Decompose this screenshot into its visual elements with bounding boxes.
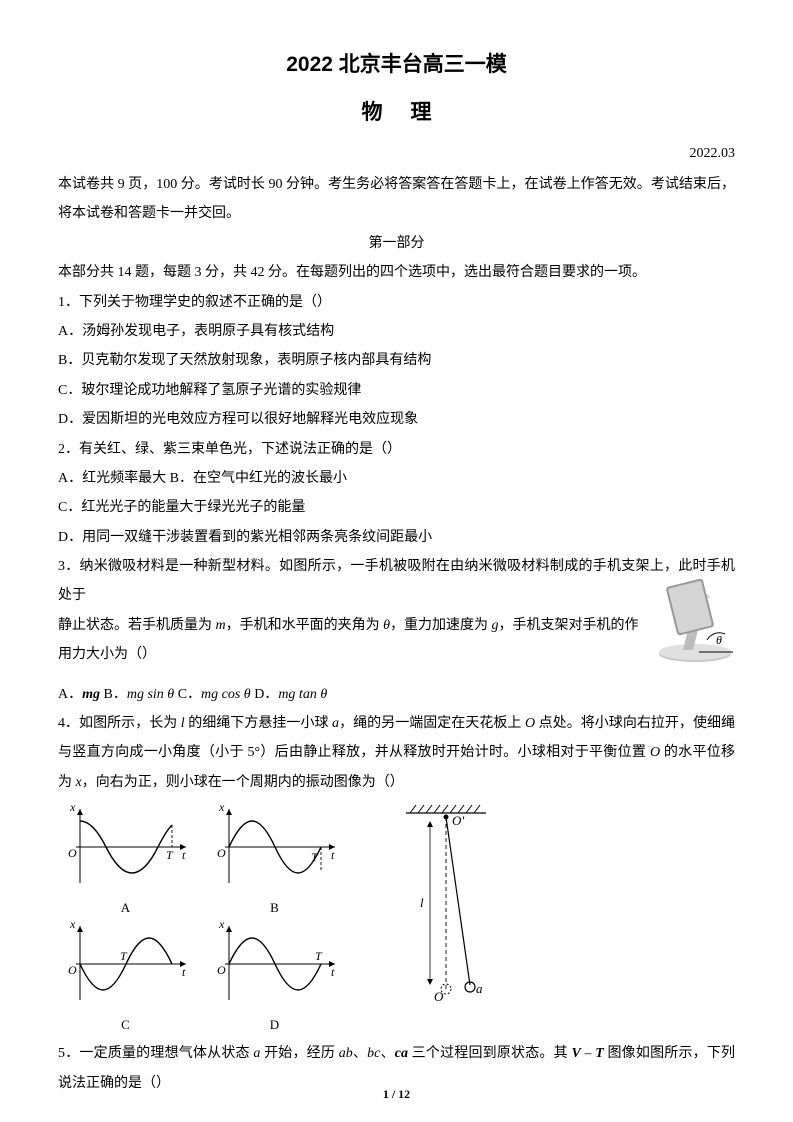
q3-text: ，手机支架对手机的作 — [499, 618, 639, 633]
q3-optB-label: B． — [100, 687, 127, 702]
q2-optC: C．红光光子的能量大于绿光光子的能量 — [58, 493, 735, 522]
q2-stem: 2．有关红、绿、紫三束单色光，下述说法正确的是（） — [58, 435, 735, 464]
q4-var-a: a — [332, 716, 339, 731]
pendulum-figure: O' O a l — [386, 803, 506, 1033]
q3-var-m: m — [216, 618, 226, 633]
svg-text:x: x — [69, 920, 76, 931]
graph-C: x O t T — [58, 920, 193, 1013]
graph-D: x O t T — [207, 920, 342, 1013]
graph-A-label: A — [58, 900, 193, 916]
q3-stem-line2: 静止状态。若手机质量为 m，手机和水平面的夹角为 θ，重力加速度为 g，手机支架… — [58, 611, 735, 640]
q3-options: A．mg B．mg sin θ C．mg cos θ D．mg tan θ — [58, 680, 735, 709]
svg-text:x: x — [218, 803, 225, 814]
exam-date: 2022.03 — [58, 146, 735, 162]
svg-text:a: a — [476, 981, 483, 996]
q3-var-g: g — [492, 618, 499, 633]
q4-stem: 4．如图所示，长为 l 的细绳下方悬挂一小球 a，绳的另一端固定在天花板上 O … — [58, 709, 735, 797]
q3-optA-label: A． — [58, 687, 82, 702]
page-number: 1 / 12 — [0, 1087, 793, 1102]
q3-stem-line1: 3．纳米微吸材料是一种新型材料。如图所示，一手机被吸附在由纳米微吸材料制成的手机… — [58, 552, 735, 611]
q3-optA-val: mg — [82, 687, 100, 702]
svg-text:x: x — [218, 920, 225, 931]
svg-text:T: T — [166, 848, 174, 862]
svg-text:t: t — [182, 965, 186, 979]
q4-var-O2: O — [650, 745, 660, 760]
q4-text: 的细绳下方悬挂一小球 — [185, 716, 332, 731]
q4-text: ，绳的另一端固定在天花板上 — [339, 716, 525, 731]
q3-stem-line3: 用力大小为（） — [58, 640, 735, 669]
q5-text: 、 — [353, 1046, 367, 1061]
svg-text:l: l — [420, 895, 424, 910]
q1-optA: A．汤姆孙发现电子，表明原子具有核式结构 — [58, 317, 735, 346]
q1-optD: D．爱因斯坦的光电效应方程可以很好地解释光电效应现象 — [58, 405, 735, 434]
graph-C-label: C — [58, 1017, 193, 1033]
q2-optA: A．红光频率最大 B．在空气中红光的波长最小 — [58, 464, 735, 493]
svg-text:O': O' — [452, 813, 464, 828]
section-header: 第一部分 — [58, 229, 735, 258]
svg-text:O: O — [434, 989, 444, 1003]
svg-text:O: O — [217, 963, 226, 977]
q3-optD-val: mg tan θ — [278, 687, 327, 702]
svg-text:O: O — [68, 963, 77, 977]
svg-text:x: x — [69, 803, 76, 814]
q3-optB-val: mg sin θ — [127, 687, 174, 702]
svg-text:t: t — [331, 848, 335, 862]
q5-var-V: V — [572, 1046, 581, 1061]
q2-optD: D．用同一双缝干涉装置看到的紫光相邻两条亮条纹间距最小 — [58, 523, 735, 552]
title-main: 2022 北京丰台高三一模 — [58, 48, 735, 78]
q3-text: ，手机和水平面的夹角为 — [226, 618, 384, 633]
q3-text: 静止状态。若手机质量为 — [58, 618, 216, 633]
graph-B: x O t T — [207, 803, 342, 896]
q5-text: 5．一定质量的理想气体从状态 — [58, 1046, 253, 1061]
title-subject: 物理 — [58, 96, 735, 126]
q1-optB: B．贝克勒尔发现了天然放射现象，表明原子核内部具有结构 — [58, 346, 735, 375]
q5-text: 开始，经历 — [260, 1046, 338, 1061]
q4-var-O: O — [525, 716, 535, 731]
q5-var-ca: ca — [395, 1046, 408, 1061]
graph-B-label: B — [207, 900, 342, 916]
q5-var-ab: ab — [339, 1046, 353, 1061]
graph-A: x O t T — [58, 803, 193, 896]
q5-var-bc: bc — [367, 1046, 380, 1061]
graph-D-label: D — [207, 1017, 342, 1033]
svg-text:θ: θ — [716, 633, 722, 647]
q5-text: 三个过程回到原状态。其 — [408, 1046, 572, 1061]
q1-stem: 1．下列关于物理学史的叙述不正确的是（） — [58, 288, 735, 317]
q5-var-T: T — [595, 1046, 604, 1061]
q1-optC: C．玻尔理论成功地解释了氢原子光谱的实验规律 — [58, 376, 735, 405]
q3-var-theta: θ — [383, 618, 390, 633]
q3-optC-label: C． — [174, 687, 201, 702]
q5-text: 、 — [380, 1046, 394, 1061]
q3-text: ，重力加速度为 — [390, 618, 492, 633]
phone-stand-figure: θ — [649, 578, 739, 664]
q4-diagrams: x O t T A x O t T C — [58, 803, 735, 1033]
intro-paragraph: 本试卷共 9 页，100 分。考试时长 90 分钟。考生务必将答案答在答题卡上，… — [58, 170, 735, 229]
q3-optD-label: D． — [251, 687, 279, 702]
section-intro: 本部分共 14 题，每题 3 分，共 42 分。在每题列出的四个选项中，选出最符… — [58, 258, 735, 287]
svg-text:O: O — [217, 846, 226, 860]
svg-text:T: T — [315, 949, 323, 963]
q4-text: 4．如图所示，长为 — [58, 716, 181, 731]
svg-text:O: O — [68, 846, 77, 860]
q5-dash: – — [581, 1046, 595, 1061]
q3-optC-val: mg cos θ — [201, 687, 251, 702]
q4-text: ，向右为正，则小球在一个周期内的振动图像为（） — [82, 775, 404, 790]
svg-text:t: t — [331, 965, 335, 979]
svg-text:t: t — [182, 848, 186, 862]
